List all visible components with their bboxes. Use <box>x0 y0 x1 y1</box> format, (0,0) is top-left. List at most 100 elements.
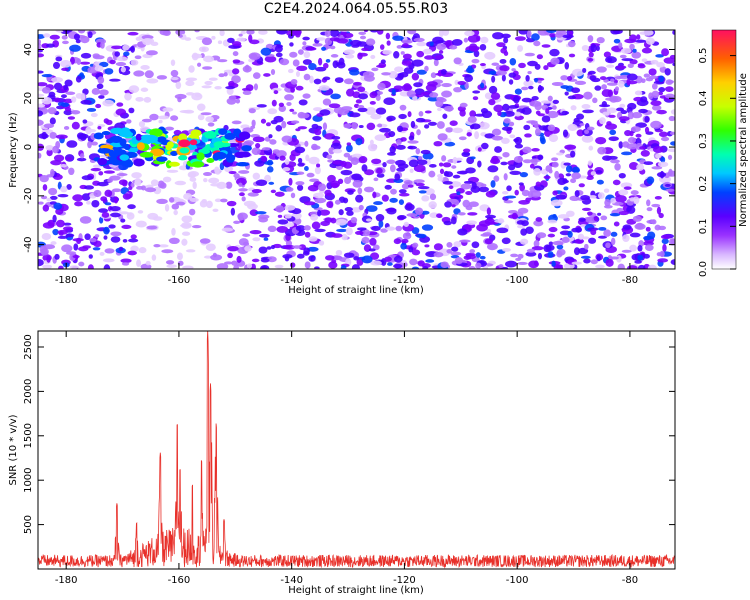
heatmap-cell <box>217 59 228 63</box>
heatmap-cell <box>345 88 355 97</box>
heatmap-cell <box>97 76 105 84</box>
colorbar-tick-label: 0.4 <box>698 90 709 106</box>
heatmap-cell <box>576 129 585 137</box>
heatmap-cell <box>72 194 84 202</box>
heatmap-cell <box>38 152 42 159</box>
heatmap-cell <box>403 221 409 227</box>
heatmap-cell <box>424 55 435 60</box>
heatmap-cell <box>100 196 108 202</box>
heatmap-cell <box>266 246 272 250</box>
heatmap-cell <box>509 134 516 139</box>
heatmap-cell <box>321 46 327 51</box>
snr-x-tick-label: -180 <box>55 575 78 586</box>
heatmap-cell <box>456 170 469 175</box>
heatmap-cell <box>96 83 104 90</box>
heatmap-cell <box>530 190 542 198</box>
heatmap-cell <box>618 172 626 179</box>
heatmap-cell <box>225 86 236 90</box>
heatmap-cell <box>47 107 57 115</box>
heatmap-cell <box>114 51 121 57</box>
heatmap-cell <box>185 249 196 253</box>
heatmap-cell <box>39 175 49 183</box>
heatmap-cell <box>418 190 427 194</box>
heatmap-cell <box>69 265 79 269</box>
heatmap-cell <box>65 233 75 238</box>
heatmap-cell <box>501 74 506 82</box>
heatmap-cell <box>332 148 343 154</box>
heatmap-cell <box>228 170 237 175</box>
heatmap-cell <box>567 95 576 100</box>
heatmap-cell <box>65 156 72 161</box>
heatmap-cell <box>134 55 142 60</box>
heatmap-cell <box>571 87 581 94</box>
heatmap-cell <box>246 30 255 35</box>
heatmap-cell <box>491 128 502 136</box>
heatmap-cell <box>349 39 362 47</box>
heatmap-cell <box>295 85 304 91</box>
heatmap-cell <box>596 36 605 44</box>
heatmap-cell <box>302 93 311 99</box>
heatmap-cell <box>614 194 627 203</box>
heatmap-cell <box>357 107 368 113</box>
heatmap-cell <box>335 249 343 256</box>
heatmap-cell <box>490 180 496 188</box>
heatmap-cell <box>316 37 326 41</box>
heatmap-cell <box>214 198 222 203</box>
heatmap-cell <box>584 129 590 135</box>
heatmap-cell <box>303 51 311 59</box>
heatmap-cell <box>525 197 531 203</box>
heatmap-cell <box>396 139 402 146</box>
heatmap-cell <box>411 59 424 67</box>
heatmap-cell <box>491 135 504 141</box>
heatmap-cell <box>441 83 452 88</box>
heatmap-cell <box>295 128 301 132</box>
heatmap-cell <box>541 115 551 123</box>
heatmap-band-cell <box>136 142 145 151</box>
heatmap-cell <box>156 198 168 205</box>
heatmap-cell <box>479 43 487 51</box>
heatmap-cell <box>275 150 287 158</box>
heatmap-cell <box>637 264 646 269</box>
snr-panel: -180 -160 -140 -120 -100 -80 500 1000 1500 2000 25… <box>8 330 676 596</box>
heatmap-cell <box>60 186 68 193</box>
heatmap-cell <box>517 45 524 52</box>
heatmap-cell <box>571 261 582 265</box>
heatmap-cell <box>133 70 145 77</box>
heatmap-cell <box>151 254 157 261</box>
heatmap-cell <box>667 148 675 153</box>
heatmap-cell <box>603 229 612 237</box>
heatmap-cell <box>656 109 667 115</box>
heatmap-cell <box>254 160 265 167</box>
heatmap-cell <box>645 226 651 232</box>
heatmap-cell <box>661 48 670 57</box>
heatmap-cell <box>226 87 234 95</box>
heatmap-cell <box>361 229 371 237</box>
heatmap-cell <box>296 65 308 72</box>
heatmap-cell <box>85 128 97 133</box>
heatmap-cell <box>453 241 462 248</box>
heatmap-cell <box>369 139 374 145</box>
heatmap-cell <box>73 243 79 251</box>
heatmap-cell <box>593 215 599 222</box>
heatmap-cell <box>263 73 271 77</box>
heatmap-cell <box>582 67 587 73</box>
heatmap-cell <box>61 244 73 253</box>
heatmap-cell <box>394 173 401 181</box>
heatmap-cell <box>330 217 337 224</box>
heatmap-cell <box>289 51 298 58</box>
heatmap-cell <box>570 150 576 158</box>
heatmap-cell <box>109 59 116 65</box>
heatmap-cell <box>547 95 553 102</box>
heatmap-band-cell <box>191 161 205 168</box>
heatmap-cell <box>670 238 675 246</box>
heatmap-cell <box>49 117 56 125</box>
heatmap-cell <box>384 256 392 262</box>
heatmap-band-cell <box>204 130 217 139</box>
heatmap-cell <box>70 110 81 115</box>
heatmap-cell <box>546 110 559 119</box>
heatmap-cell <box>53 202 63 210</box>
heatmap-cell <box>627 265 638 269</box>
heatmap-band-cell <box>178 139 191 148</box>
colorbar-ticks: 0.0 0.1 0.2 0.3 0.4 0.5 <box>698 48 736 277</box>
heatmap-cell <box>103 118 110 124</box>
